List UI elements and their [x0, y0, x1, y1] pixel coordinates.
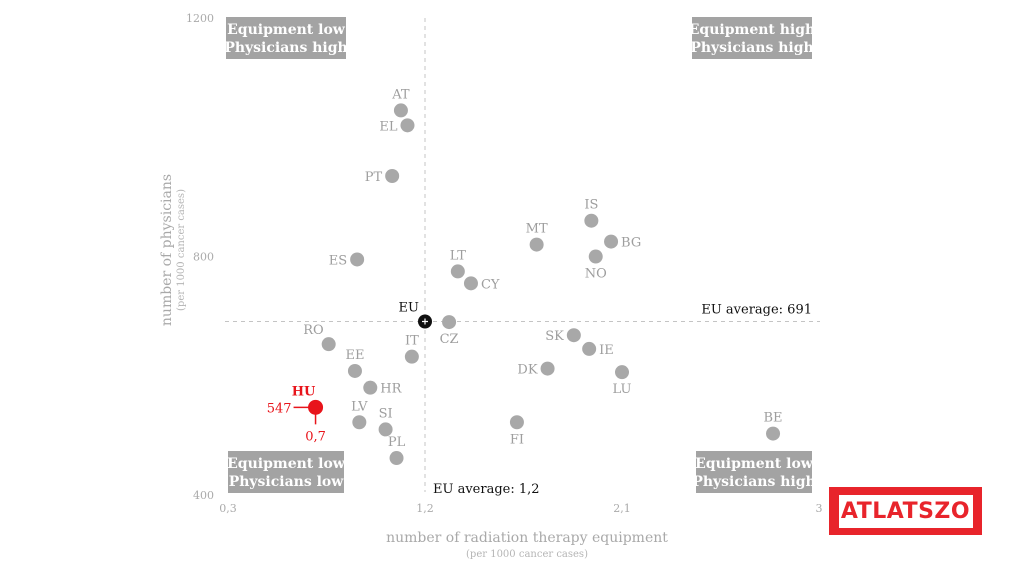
data-label-hu: HU: [292, 384, 316, 399]
data-label-fi: FI: [510, 432, 524, 447]
y-tick-label: 1200: [186, 12, 214, 25]
x-axis-title: number of radiation therapy equipment: [386, 530, 668, 546]
data-point-fi: [509, 415, 524, 430]
logo-text: ATLATSZO: [838, 494, 973, 528]
axis-ticks: 0,3 1,2 2,1 3 400 800 1200: [186, 12, 823, 515]
data-point-pl: [389, 451, 404, 466]
quadrant-line-2: Physicians high: [690, 40, 813, 56]
data-point-no: [588, 249, 603, 264]
data-point-el: [400, 118, 415, 133]
highlight-y-value: 547: [267, 401, 292, 416]
data-label-si: SI: [379, 406, 393, 421]
data-point-lu: [615, 365, 629, 380]
data-label-pl: PL: [388, 435, 406, 450]
data-label-lt: LT: [450, 248, 467, 263]
quadrant-line-2: Physicians high: [224, 40, 347, 56]
quadrant-box: [692, 17, 812, 59]
atlatszo-logo: ATLATSZO: [829, 487, 982, 535]
data-label-lu: LU: [613, 382, 632, 397]
quadrant-box: [228, 451, 344, 493]
data-label-cz: CZ: [440, 332, 459, 347]
x-tick-label: 0,3: [219, 502, 237, 515]
quadrant-line-1: Equipment low: [227, 22, 346, 38]
y-tick-label: 800: [193, 251, 214, 264]
y-tick-label: 400: [193, 489, 214, 502]
data-point-ie: [582, 341, 597, 356]
reference-lines: EU average: 1,2 EU average: 691: [225, 18, 820, 497]
data-point-ro: [321, 337, 336, 352]
data-label-ie: IE: [599, 343, 614, 358]
quadrant-line-2: Physicians high: [692, 474, 815, 490]
data-point-bg: [604, 234, 619, 249]
quadrant-label-bottom-right: Equipment low Physicians high: [692, 451, 816, 493]
quadrant-line-1: Equipment low: [227, 456, 346, 472]
highlight-x-value: 0,7: [305, 429, 326, 444]
data-point-hr: [363, 380, 378, 395]
data-point-at: [393, 103, 408, 118]
data-label-ee: EE: [345, 348, 364, 363]
data-label-pt: PT: [365, 170, 383, 185]
data-label-be: BE: [764, 411, 783, 426]
data-label-at: AT: [391, 87, 410, 102]
data-label-es: ES: [329, 253, 347, 268]
data-label-ro: RO: [303, 323, 323, 338]
eu-average-y-label: EU average: 691: [701, 302, 812, 317]
data-label-lv: LV: [351, 399, 368, 414]
data-point-is: [584, 213, 599, 228]
data-label-el: EL: [379, 119, 397, 134]
data-label-no: NO: [585, 267, 607, 282]
data-label-eu: EU: [399, 300, 419, 315]
data-points: AT EL PT IS MT BG NO ES LT CY CZ SK IE RO IT EE DK LU HR LV…: [303, 87, 783, 466]
data-point-ee: [347, 363, 362, 378]
quadrant-line-1: Equipment low: [695, 456, 814, 472]
quadrant-line-1: Equipment high: [689, 22, 815, 38]
data-label-mt: MT: [526, 222, 548, 237]
quadrant-box: [696, 451, 812, 493]
y-axis-subtitle: (per 1000 cancer cases): [176, 189, 187, 311]
data-label-sk: SK: [545, 329, 564, 344]
data-point-cz: [442, 315, 457, 330]
data-point-lt: [450, 264, 465, 279]
data-point-dk: [540, 361, 555, 376]
data-point-be: [766, 426, 781, 441]
data-point-sk: [566, 328, 581, 343]
data-point-si: [378, 422, 393, 437]
data-point-mt: [529, 237, 544, 252]
data-point-hu: [308, 399, 324, 415]
quadrant-line-2: Physicians low: [229, 474, 345, 490]
eu-average-x-label: EU average: 1,2: [433, 482, 540, 497]
data-label-cy: CY: [481, 277, 500, 292]
x-tick-label: 3: [816, 502, 823, 515]
eu-point-marker: [422, 318, 428, 325]
data-label-hr: HR: [380, 382, 402, 397]
data-label-bg: BG: [621, 236, 641, 251]
quadrant-box: [226, 17, 346, 59]
data-point-it: [404, 349, 419, 364]
data-label-it: IT: [405, 334, 419, 349]
data-point-es: [350, 252, 365, 267]
x-tick-label: 1,2: [416, 502, 434, 515]
x-axis-subtitle: (per 1000 cancer cases): [466, 549, 588, 560]
quadrant-label-top-left: Equipment low Physicians high: [224, 17, 348, 59]
quadrant-label-bottom-left: Equipment low Physicians low: [227, 451, 346, 493]
data-point-lv: [352, 415, 367, 430]
x-tick-label: 2,1: [613, 502, 631, 515]
data-point-pt: [385, 169, 400, 184]
data-label-is: IS: [584, 198, 598, 213]
quadrant-label-top-right: Equipment high Physicians high: [689, 17, 815, 59]
data-point-cy: [463, 276, 478, 291]
data-label-dk: DK: [517, 363, 537, 378]
y-axis-title: number of physicians: [159, 174, 175, 326]
